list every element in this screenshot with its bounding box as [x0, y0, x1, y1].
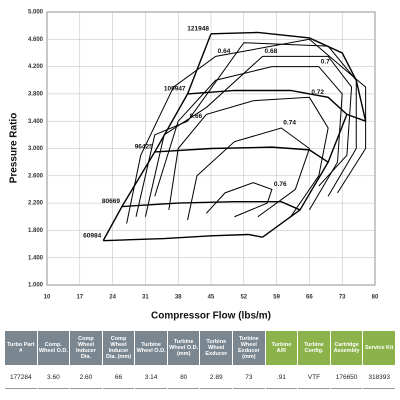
header-cell: Comp Wheel Inducer Dia. [70, 331, 102, 365]
header-cell: Cartridge Assembly [330, 331, 363, 365]
x-tick-label: 24 [109, 295, 116, 301]
speed-label: 121948 [187, 26, 209, 33]
x-tick-label: 38 [175, 295, 182, 301]
header-cell: Turbine Wheel Exducer (mm) [233, 331, 265, 365]
table-cell: 80 [167, 366, 200, 389]
chart: Compressor Flow (lbs/m) Pressure Ratio 1… [9, 10, 379, 322]
x-tick-label: 31 [142, 295, 149, 301]
efficiency-label: 0.7 [321, 58, 330, 65]
table-cell: 177284 [5, 366, 37, 389]
header-cell: Turbine A/R [265, 331, 298, 365]
x-tick-label: 52 [240, 295, 247, 301]
table-cell: 176650 [330, 366, 363, 389]
table-row: 177284 3.60 2.60 66 3.14 80 2.89 73.91 VTF 176650… [5, 366, 395, 389]
x-tick-label: 59 [273, 295, 280, 301]
y-tick-label: 1.000 [28, 283, 44, 289]
line [210, 31, 367, 122]
y-tick-label: 3.400 [28, 119, 44, 125]
line [154, 66, 343, 211]
x-axis-title: Compressor Flow (lbs/m) [151, 311, 271, 322]
y-tick-label: 3.800 [28, 91, 44, 97]
surge-line [102, 33, 212, 241]
table-cell: 3.60 [37, 366, 70, 389]
line [126, 38, 367, 224]
line [154, 146, 329, 163]
y-tick-label: 2.600 [28, 173, 44, 179]
y-tick-label: 5.000 [28, 10, 44, 16]
efficiency-label: 0.66 [190, 113, 203, 120]
speed-label: 96425 [135, 144, 153, 151]
table-cell: 2.60 [70, 366, 102, 389]
x-tick-label: 73 [339, 295, 346, 301]
efficiency-label: 0.64 [218, 48, 231, 55]
header-cell: Comp Wheel Inducer Dia. (mm) [102, 331, 135, 365]
efficiency-label: 0.76 [274, 181, 287, 188]
header-cell: Service Kit [363, 331, 395, 365]
y-tick-label: 3.000 [28, 146, 44, 152]
table-cell: 66 [102, 366, 135, 389]
line [121, 201, 301, 211]
header-cell: Turbine Wheel O.D. (mm) [167, 331, 200, 365]
table-cell: 3.14 [135, 366, 167, 389]
table-cell: .91 [265, 366, 298, 389]
x-tick-label: 45 [208, 295, 215, 301]
header-cell: Turbine Wheel O.D. [135, 331, 167, 365]
line [205, 182, 273, 218]
line [187, 89, 348, 115]
choke-line [262, 113, 366, 238]
y-tick-label: 4.600 [28, 37, 44, 43]
table-cell: VTF [298, 366, 330, 389]
x-tick-label: 10 [44, 295, 51, 301]
x-tick-label: 80 [372, 295, 379, 301]
efficiency-label: 0.68 [265, 48, 278, 55]
y-axis-title: Pressure Ratio [9, 113, 20, 184]
speed-label: 80669 [102, 198, 120, 205]
table-cell: 2.89 [200, 366, 233, 389]
line [187, 127, 310, 221]
header-cell: Turbo Part # [5, 331, 37, 365]
efficiency-label: 0.72 [311, 89, 324, 96]
y-tick-label: 1.400 [28, 255, 44, 261]
table-cell: 318393 [363, 366, 395, 389]
efficiency-label: 0.74 [283, 120, 296, 127]
x-tick-label: 66 [306, 295, 313, 301]
line [135, 42, 357, 217]
header-cell: Comp. Wheel O.D. [37, 331, 70, 365]
y-tick-label: 2.200 [28, 201, 44, 207]
y-tick-label: 4.200 [28, 64, 44, 70]
speed-label: 109947 [164, 86, 186, 93]
table-cell: 73 [233, 366, 265, 389]
speed-label: 60984 [83, 232, 101, 239]
y-tick-label: 1.800 [28, 228, 44, 234]
header-cell: Turbine Config. [298, 331, 330, 365]
header-cell: Turbine Wheel Exducer [200, 331, 233, 365]
line [103, 233, 263, 242]
x-tick-label: 17 [76, 295, 83, 301]
line [168, 96, 329, 218]
line [144, 55, 353, 217]
spec-table: Turbo Part # Comp. Wheel O.D. Comp Wheel I… [4, 330, 396, 390]
